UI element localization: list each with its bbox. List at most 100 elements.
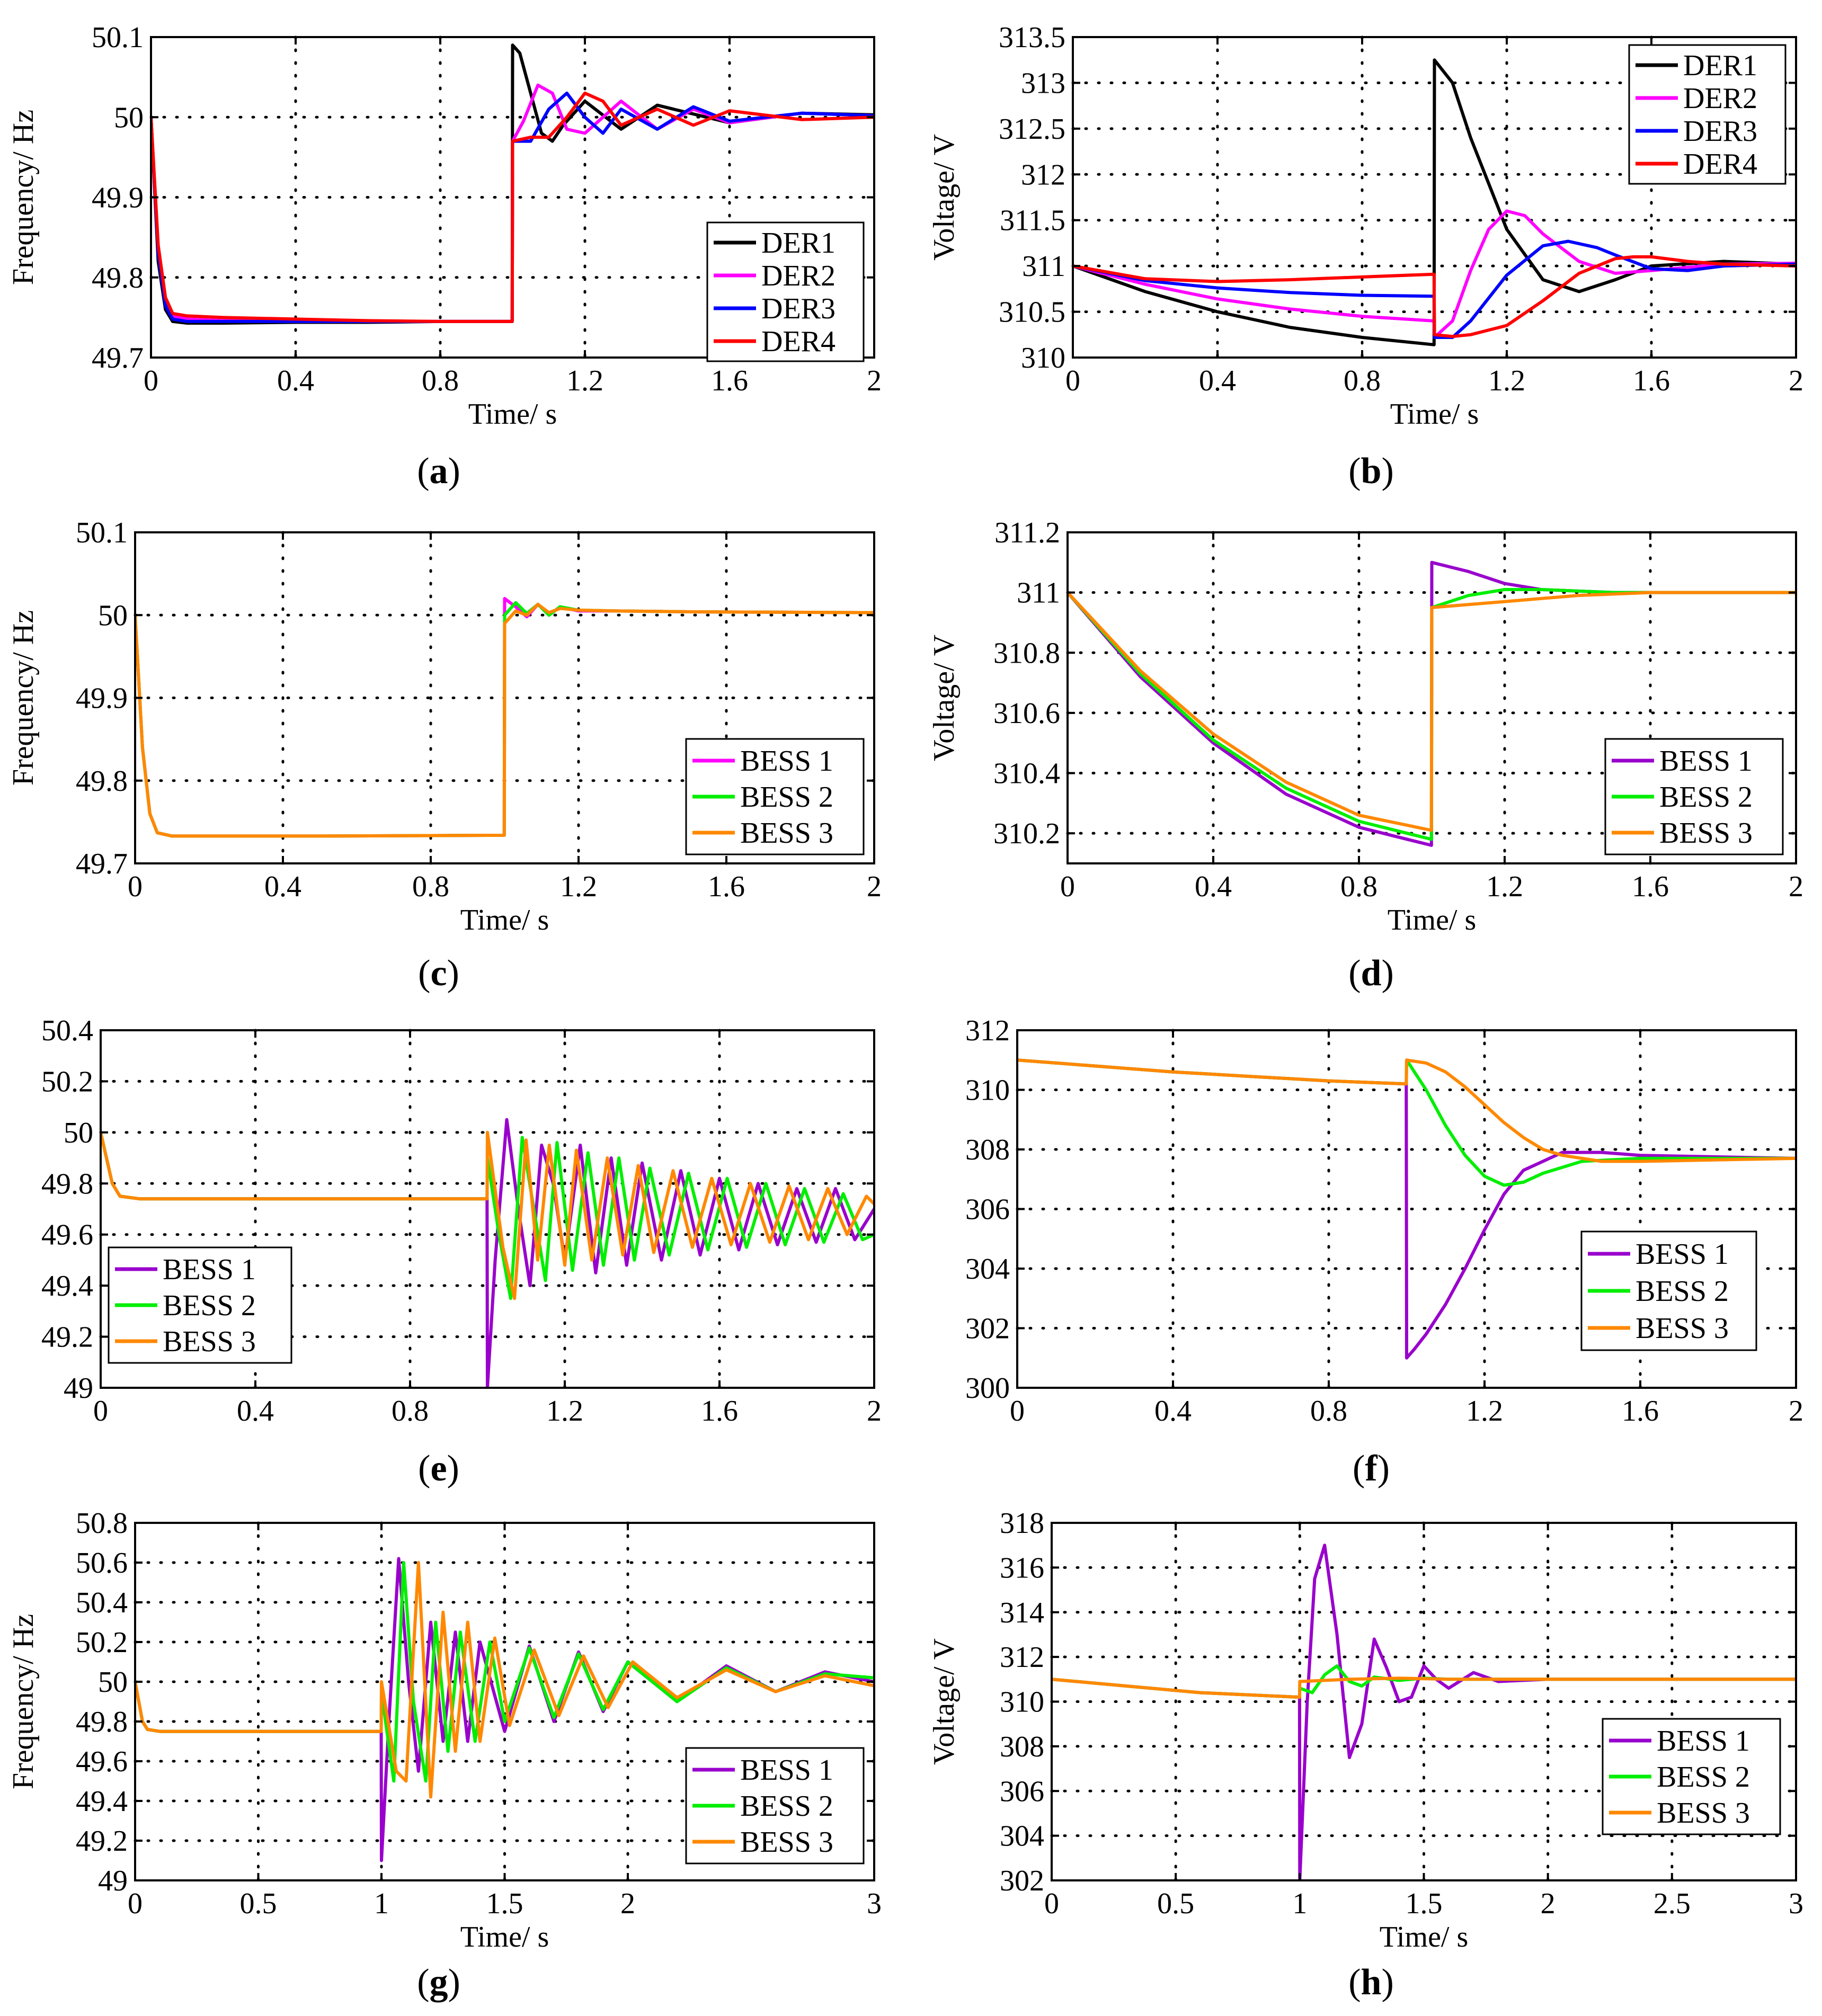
panel-caption: (f) — [1353, 1448, 1390, 1489]
legend-label: BESS 2 — [1657, 1761, 1750, 1794]
y-tick-label: 313 — [1021, 67, 1065, 100]
panel-caption: (a) — [417, 451, 460, 492]
series-line-bess3 — [101, 1130, 874, 1300]
y-tick-label: 308 — [965, 1134, 1010, 1166]
legend-label: BESS 3 — [740, 817, 833, 850]
y-axis-label: Frequency/ Hz — [7, 610, 40, 786]
x-tick-label: 1.2 — [566, 364, 603, 397]
chart-panel-c: 0 0.4 0.8 1.2 1.6 2 49.7 49.8 49.9 50 50.1 Time/ s F… — [7, 516, 882, 994]
series-group — [1052, 1544, 1796, 1880]
legend-label: BESS 1 — [163, 1253, 256, 1286]
x-tick-label: 0 — [1065, 364, 1080, 397]
y-tick-label: 311.2 — [994, 516, 1060, 549]
x-tick-label: 0.8 — [392, 1395, 429, 1428]
y-tick-label: 49.7 — [76, 848, 128, 880]
x-tick-label: 0.5 — [240, 1887, 277, 1920]
legend-label: BESS 1 — [1659, 745, 1753, 778]
x-tick-label: 0.4 — [1195, 870, 1232, 903]
x-tick-label: 0 — [1060, 870, 1075, 903]
y-axis-label: Frequency/ Hz — [7, 1614, 40, 1789]
x-tick-label: 0.4 — [237, 1395, 274, 1428]
x-tick-label: 1.2 — [1466, 1395, 1503, 1428]
x-tick-label: 2 — [1789, 870, 1803, 903]
legend-label: BESS 1 — [740, 745, 833, 778]
panel-caption: (c) — [418, 953, 459, 994]
x-tick-label: 0 — [144, 364, 158, 397]
legend-label: BESS 2 — [740, 1790, 833, 1823]
series-line-bess3 — [1068, 591, 1796, 832]
y-tick-label: 49.6 — [41, 1219, 93, 1252]
x-tick-label: 0 — [128, 870, 143, 903]
y-tick-label: 49.9 — [92, 182, 144, 215]
y-tick-label: 49 — [98, 1865, 128, 1897]
y-tick-label: 314 — [1000, 1596, 1044, 1629]
x-tick-label: 1.2 — [546, 1395, 583, 1428]
y-tick-label: 50 — [98, 599, 128, 632]
y-tick-label: 49.8 — [76, 1706, 128, 1738]
legend-label: DER4 — [1683, 148, 1757, 181]
y-tick-label: 300 — [965, 1372, 1010, 1405]
y-tick-label: 316 — [1000, 1551, 1044, 1584]
y-tick-label: 312.5 — [999, 113, 1065, 146]
x-tick-label: 1.6 — [1622, 1395, 1659, 1428]
legend-label: DER3 — [761, 292, 836, 325]
x-tick-label: 2 — [1789, 364, 1803, 397]
plot-frame — [1066, 531, 1797, 864]
x-axis-label: Time/ s — [460, 904, 549, 936]
y-tick-label: 318 — [1000, 1507, 1044, 1540]
y-axis-label: Voltage/ V — [928, 134, 961, 261]
y-axis-label: Frequency/ Hz — [7, 110, 40, 285]
x-tick-label: 1.6 — [711, 364, 748, 397]
series-group — [135, 1557, 874, 1862]
legend-label: DER1 — [1683, 49, 1757, 82]
x-tick-label: 1 — [374, 1887, 389, 1920]
x-tick-label: 1.2 — [1488, 364, 1525, 397]
x-tick-label: 0 — [1010, 1395, 1025, 1428]
y-tick-label: 310 — [965, 1074, 1010, 1107]
y-tick-label: 50.1 — [76, 516, 128, 549]
y-tick-label: 50 — [98, 1666, 128, 1699]
series-group — [1017, 1058, 1796, 1360]
x-tick-label: 3 — [867, 1887, 882, 1920]
panel-caption: (d) — [1348, 953, 1394, 994]
x-tick-label: 1.5 — [486, 1887, 523, 1920]
legend-label: BESS 3 — [1659, 817, 1753, 850]
x-tick-label: 0 — [128, 1887, 143, 1920]
y-tick-label: 311 — [1022, 250, 1065, 283]
x-tick-label: 0.8 — [1310, 1395, 1347, 1428]
y-tick-label: 49.7 — [92, 342, 144, 374]
y-tick-label: 50 — [114, 101, 144, 134]
series-line-bess3 — [1052, 1676, 1796, 1699]
caption-letter: e — [430, 1448, 447, 1489]
x-tick-label: 0.8 — [1340, 870, 1377, 903]
y-tick-label: 311 — [1017, 577, 1060, 610]
legend-label: DER2 — [761, 260, 836, 292]
y-tick-label: 310 — [1000, 1686, 1044, 1719]
y-tick-label: 311.5 — [1000, 204, 1065, 237]
chart-panel-a: 0 0.4 0.8 1.2 1.6 2 49.7 49.8 49.9 50 50.1 Time/ s F… — [7, 21, 882, 492]
legend-box — [1628, 44, 1787, 185]
y-tick-label: 310.2 — [993, 817, 1060, 850]
x-tick-label: 2 — [867, 1395, 882, 1428]
legend-label: BESS 3 — [740, 1826, 833, 1859]
x-tick-label: 1.5 — [1406, 1887, 1443, 1920]
y-tick-label: 310.8 — [993, 637, 1060, 670]
y-tick-label: 304 — [1000, 1820, 1044, 1853]
caption-letter: f — [1365, 1448, 1377, 1489]
y-tick-label: 50.4 — [41, 1014, 93, 1047]
series-line-der3 — [1073, 239, 1796, 339]
legend-label: DER1 — [761, 227, 836, 260]
y-tick-label: 49 — [64, 1372, 93, 1405]
chart-panel-b: 0 0.4 0.8 1.2 1.6 2 310 310.5 311 311.5 312 312.5 31… — [928, 21, 1803, 492]
y-axis-label: Voltage/ V — [928, 635, 961, 761]
legend-label: BESS 1 — [1636, 1238, 1729, 1271]
series-group — [135, 597, 874, 838]
series-line-der2 — [1073, 209, 1796, 339]
caption-letter: d — [1361, 953, 1382, 994]
y-tick-label: 49.6 — [76, 1745, 128, 1778]
series-line-bess1 — [1052, 1544, 1796, 1880]
legend-box — [706, 221, 865, 362]
y-tick-label: 49.8 — [92, 262, 144, 295]
